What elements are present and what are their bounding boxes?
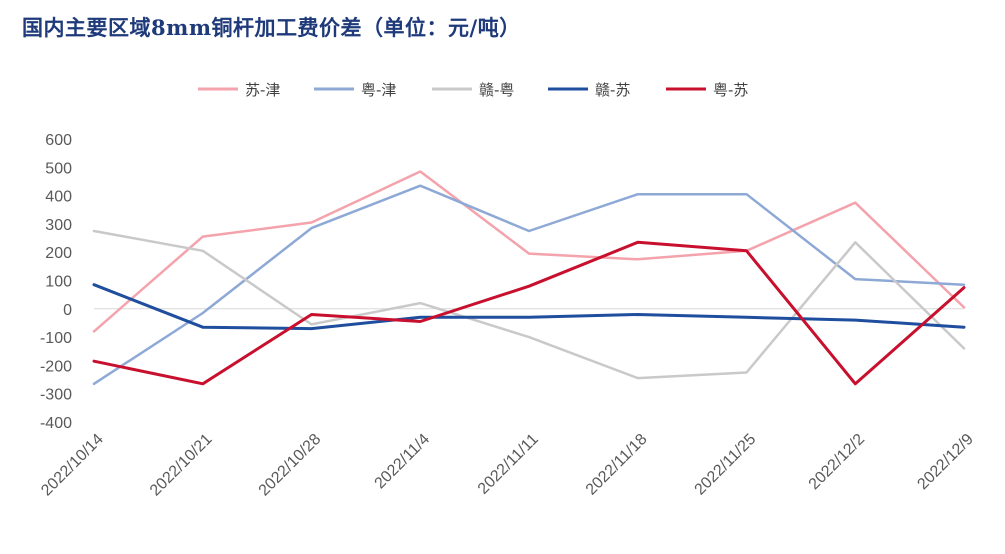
x-tick-label: 2022/12/9 xyxy=(914,431,976,493)
y-tick-label: -300 xyxy=(40,387,72,404)
legend-label: 粤-津 xyxy=(361,81,396,99)
y-tick-label: -200 xyxy=(40,358,72,375)
y-tick-label: 100 xyxy=(45,274,72,291)
y-tick-label: -400 xyxy=(40,415,72,432)
x-tick-label: 2022/10/21 xyxy=(147,431,216,500)
legend: 苏-津 粤-津 赣-粤 赣-苏 粤-苏 xyxy=(198,81,748,99)
y-tick-label: 600 xyxy=(45,132,72,149)
x-tick-label: 2022/12/2 xyxy=(806,431,868,493)
legend-label: 苏-津 xyxy=(245,81,280,99)
series-line-3 xyxy=(92,283,966,331)
series-line-2 xyxy=(92,229,966,380)
y-tick-label: 400 xyxy=(45,189,72,206)
x-tick-label: 2022/11/25 xyxy=(692,431,760,499)
x-tick-label: 2022/10/14 xyxy=(38,431,107,500)
x-axis: 2022/10/14 2022/10/21 2022/10/28 2022/11/4 2… xyxy=(38,431,977,500)
series-line-4 xyxy=(92,240,966,386)
y-tick-label: 200 xyxy=(45,245,72,262)
y-tick-label: -100 xyxy=(40,330,72,347)
legend-label: 粤-苏 xyxy=(713,81,748,99)
x-tick-label: 2022/10/28 xyxy=(256,431,325,500)
x-tick-label: 2022/11/18 xyxy=(583,431,651,499)
y-tick-label: 0 xyxy=(63,302,72,319)
x-tick-label: 2022/11/4 xyxy=(372,431,434,493)
y-tick-label: 300 xyxy=(45,217,72,234)
legend-label: 赣-粤 xyxy=(479,81,514,99)
x-tick-label: 2022/11/11 xyxy=(475,431,542,498)
series-line-0 xyxy=(92,170,966,333)
legend-label: 赣-苏 xyxy=(595,81,630,99)
series-lines xyxy=(92,170,966,386)
chart-title: 国内主要区域8mm铜杆加工费价差（单位：元/吨） xyxy=(22,15,521,40)
y-tick-label: 500 xyxy=(45,160,72,177)
y-axis: -400 -300 -200 -100 0 100 200 300 400 500 600 xyxy=(40,132,964,432)
series-line-1 xyxy=(92,184,966,386)
